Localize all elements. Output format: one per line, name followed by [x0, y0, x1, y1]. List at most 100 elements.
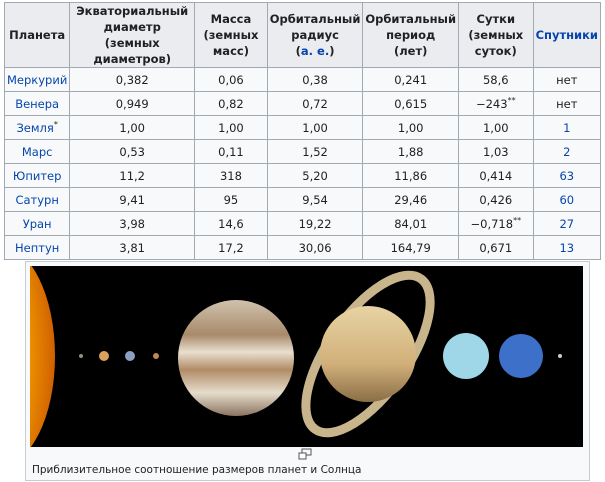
value-cell: 1,00: [69, 115, 196, 140]
cell-text: 0,615: [394, 96, 428, 111]
cell-text: 3,81: [119, 240, 145, 255]
value-cell: 5,20: [266, 163, 364, 188]
planet-link[interactable]: Марс: [21, 144, 53, 159]
header-text: диаметр: [103, 20, 161, 34]
planet-cell: Уран: [3, 211, 71, 236]
satellites-cell: 63: [532, 163, 602, 188]
cell-text: 58,6: [482, 72, 509, 87]
header-text: (земных суток): [468, 28, 524, 58]
cell-text: 11,2: [119, 168, 145, 183]
table-row: Земля* 1,00 1,00 1,00 1,00 1,00 1: [3, 115, 602, 140]
header-text: ): [329, 44, 335, 58]
footnote-mark: **: [507, 96, 516, 105]
planet-link[interactable]: Меркурий: [7, 72, 68, 87]
header-link[interactable]: а. е.: [300, 44, 330, 58]
planets-image[interactable]: [30, 266, 583, 447]
header-text: (земных масс): [203, 28, 259, 58]
satellites-text[interactable]: 60: [559, 192, 575, 207]
satellites-cell: нет: [532, 67, 602, 92]
table-body: Меркурий 0,382 0,06 0,38 0,241 58,6 нет Венера 0…: [3, 67, 602, 260]
satellites-text[interactable]: 27: [559, 216, 575, 231]
header-text: Орбитальный: [365, 12, 457, 26]
planet-link[interactable]: Уран: [22, 216, 52, 231]
header-row: Планета Экваториальный диаметр (земных диам…: [3, 2, 602, 68]
planet-cell: Юпитер: [3, 163, 71, 188]
cell-text: 1,00: [218, 120, 244, 135]
planet-cell: Нептун: [3, 235, 71, 260]
value-cell: 58,6: [458, 67, 534, 92]
value-cell: 11,2: [69, 163, 196, 188]
cell-text: 0,414: [479, 168, 513, 183]
cell-text: −0,718: [470, 217, 514, 231]
cell-text: 84,01: [394, 216, 428, 231]
planet-link[interactable]: Юпитер: [12, 168, 62, 183]
value-cell: 0,82: [194, 91, 268, 116]
cell-text: 3,98: [119, 216, 145, 231]
column-header: Орбитальный радиус (а. е.): [266, 2, 364, 68]
planet-cell: Венера: [3, 91, 71, 116]
header-text: Сутки: [476, 12, 516, 26]
footnote-mark: *: [53, 120, 58, 129]
value-cell: 3,98: [69, 211, 196, 236]
value-cell: 14,6: [194, 211, 268, 236]
cell-text: 0,11: [218, 144, 244, 159]
cell-text: 318: [219, 168, 242, 183]
enlarge-icon[interactable]: [298, 448, 312, 460]
planet-link[interactable]: Нептун: [15, 240, 60, 255]
cell-text: 1,00: [482, 120, 509, 135]
header-text: Планета: [9, 28, 66, 42]
header-link[interactable]: Спутники: [535, 28, 598, 42]
cell-text: −243: [475, 97, 508, 111]
value-cell: 0,949: [69, 91, 196, 116]
value-cell: 1,00: [194, 115, 268, 140]
cell-text: 0,671: [479, 240, 513, 255]
cell-text: 14,6: [218, 216, 244, 231]
satellites-cell: 2: [532, 139, 602, 164]
header-text: (лет): [394, 44, 428, 58]
cell-text: 1,00: [397, 120, 424, 135]
planet-link[interactable]: Земля: [16, 121, 54, 135]
cell-text: 0,53: [119, 144, 145, 159]
cell-text: 29,46: [394, 192, 428, 207]
value-cell: 11,86: [362, 163, 460, 188]
value-cell: 95: [194, 187, 268, 212]
value-cell: 17,2: [194, 235, 268, 260]
value-cell: −0,718**: [458, 211, 534, 236]
cell-text: 164,79: [390, 240, 431, 255]
header-text: радиус: [291, 28, 339, 42]
cell-text: 9,54: [302, 192, 328, 207]
value-cell: 0,72: [266, 91, 364, 116]
value-cell: 0,38: [266, 67, 364, 92]
header-text: Масса: [210, 12, 252, 26]
cell-text: 95: [223, 192, 239, 207]
table-row: Нептун 3,81 17,2 30,06 164,79 0,671 13: [3, 235, 602, 260]
satellites-text[interactable]: 13: [559, 240, 575, 255]
planet-link[interactable]: Сатурн: [15, 192, 59, 207]
value-cell: 1,00: [362, 115, 460, 140]
cell-text: 9,41: [119, 192, 145, 207]
satellites-text[interactable]: 63: [559, 168, 575, 183]
cell-text: 17,2: [218, 240, 244, 255]
column-header: Орбитальный период (лет): [362, 2, 460, 68]
table-row: Меркурий 0,382 0,06 0,38 0,241 58,6 нет: [3, 67, 602, 92]
value-cell: 0,241: [362, 67, 460, 92]
planet-cell: Земля*: [3, 115, 71, 140]
figure: Приблизительное соотношение размеров пла…: [25, 261, 590, 481]
satellites-text[interactable]: 1: [563, 120, 571, 135]
planet-link[interactable]: Венера: [15, 96, 60, 111]
cell-text: 1,88: [397, 144, 424, 159]
cell-text: 0,426: [479, 192, 513, 207]
cell-text: 1,00: [119, 120, 145, 135]
header-text: Орбитальный: [269, 12, 361, 26]
satellites-text[interactable]: 2: [563, 144, 571, 159]
satellites-text: нет: [556, 72, 578, 87]
value-cell: 1,88: [362, 139, 460, 164]
table-row: Юпитер 11,2 318 5,20 11,86 0,414 63: [3, 163, 602, 188]
header-text: Экваториальный: [76, 4, 189, 18]
planet-cell: Марс: [3, 139, 71, 164]
value-cell: 19,22: [266, 211, 364, 236]
value-cell: 0,671: [458, 235, 534, 260]
value-cell: 0,06: [194, 67, 268, 92]
table-row: Уран 3,98 14,6 19,22 84,01 −0,718** 27: [3, 211, 602, 236]
